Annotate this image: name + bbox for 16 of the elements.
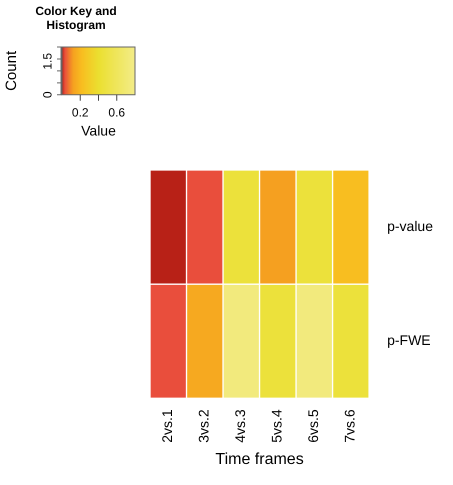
y-tick-label: p-value — [387, 218, 434, 234]
x-axis-title: Time frames — [215, 450, 304, 468]
color-bar-label: 0.2 — [72, 105, 89, 120]
color-bar-title: Value — [81, 122, 116, 138]
x-tick-label: 4vs.3 — [232, 409, 248, 443]
y-tick-label: p-FWE — [387, 332, 431, 348]
x-tick-label: 2vs.1 — [159, 409, 176, 443]
x-tick-label: 6vs.5 — [305, 409, 322, 443]
text: 0 — [40, 91, 54, 98]
chart-title: Color Key and Histogram — [34, 4, 118, 32]
text: 1.5 — [40, 52, 54, 70]
text: Count — [3, 50, 20, 91]
color-bar-label: 0.6 — [108, 105, 126, 120]
x-tick-label: 7vs.6 — [342, 409, 358, 443]
x-tick-label: 3vs.2 — [196, 409, 212, 443]
x-tick-label: 5vs.4 — [268, 409, 285, 443]
